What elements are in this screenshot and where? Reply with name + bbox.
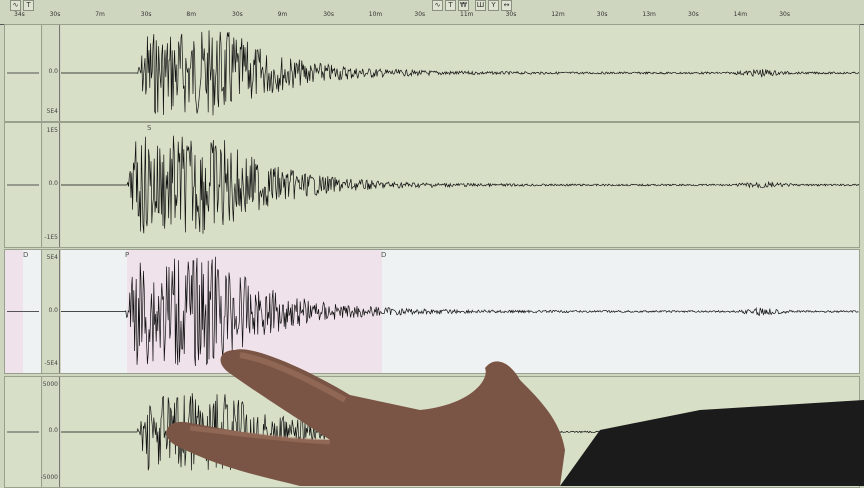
time-tick: 30s <box>323 11 334 18</box>
time-tick: 12m <box>551 11 565 18</box>
amplitude-scale: 5E4 0.0 -5E4 <box>43 250 60 373</box>
time-tick: 8m <box>186 11 197 18</box>
seismogram-channel[interactable]: 1E5 0.0 -1E5 S <box>4 122 860 248</box>
time-tick: 14m <box>733 11 748 18</box>
toolbar-left: ∿ T <box>10 0 34 11</box>
time-tick: 13m <box>642 11 656 18</box>
time-tick: 10m <box>368 11 383 18</box>
scale-top-label: 5000 <box>42 381 58 388</box>
time-tick: 30s <box>779 11 790 18</box>
pick-button[interactable]: Y <box>488 0 499 11</box>
overview-mini[interactable] <box>5 123 42 247</box>
scale-bottom-label: 5E4 <box>46 108 58 115</box>
trace-button[interactable]: ∿ <box>10 0 21 11</box>
scale-bottom-label: -1E5 <box>44 234 58 241</box>
overview-mini[interactable]: D <box>5 250 42 373</box>
scale-zero-label: 0.0 <box>48 180 58 187</box>
time-tick: 30s <box>232 11 243 18</box>
time-tick: 30s <box>596 11 608 18</box>
overview-mini[interactable] <box>5 377 42 487</box>
phase-marker: P <box>125 251 130 259</box>
filter-button[interactable]: ₩ <box>458 0 469 11</box>
time-tick: 30s <box>505 11 517 18</box>
scale-bottom-label: -5000 <box>40 474 58 481</box>
scale-top-label: 1E5 <box>46 127 58 134</box>
waveform-trace <box>61 256 859 367</box>
phase-marker-d: D <box>381 251 387 259</box>
expand-button[interactable]: ↔ <box>501 0 512 11</box>
waveform-area[interactable] <box>61 25 859 121</box>
scale-zero-label: 0.0 <box>48 427 58 434</box>
overview-mini[interactable] <box>5 25 42 121</box>
sleeve <box>560 400 864 486</box>
waveform-trace <box>61 135 859 234</box>
amplitude-scale: 0.0 5E4 <box>43 25 60 121</box>
time-tick: 34s <box>14 11 25 18</box>
toolbar-mid: ∿ T ₩ Ш Y ↔ <box>432 0 512 11</box>
time-tick: 30s <box>414 11 426 18</box>
amplitude-scale: 5000 0.0 -5000 <box>40 377 60 487</box>
amplitude-scale: 1E5 0.0 -1E5 <box>43 123 60 247</box>
phase-marker: D <box>23 251 29 259</box>
waveform-trace <box>61 30 859 116</box>
text-button[interactable]: T <box>445 0 456 11</box>
seismogram-channel[interactable]: 0.0 5E4 <box>4 24 860 122</box>
time-tick: 30s <box>140 11 152 18</box>
scale-zero-label: 0.0 <box>48 68 58 75</box>
grid-button[interactable]: Ш <box>475 0 486 11</box>
scale-zero-label: 0.0 <box>48 306 58 314</box>
scale-bottom-label: -5E4 <box>44 360 58 367</box>
time-tick: 30s <box>49 11 61 18</box>
waveform-area[interactable]: S <box>61 123 859 247</box>
text-button[interactable]: T <box>23 0 34 11</box>
time-tick: 30s <box>688 11 699 18</box>
trace-button[interactable]: ∿ <box>432 0 443 11</box>
scale-top-label: 5E4 <box>46 254 58 261</box>
time-tick: 9m <box>277 11 288 18</box>
phase-marker: S <box>147 124 152 132</box>
hand <box>166 349 566 486</box>
time-tick: 11m <box>460 11 474 18</box>
time-tick: 7m <box>95 11 105 18</box>
